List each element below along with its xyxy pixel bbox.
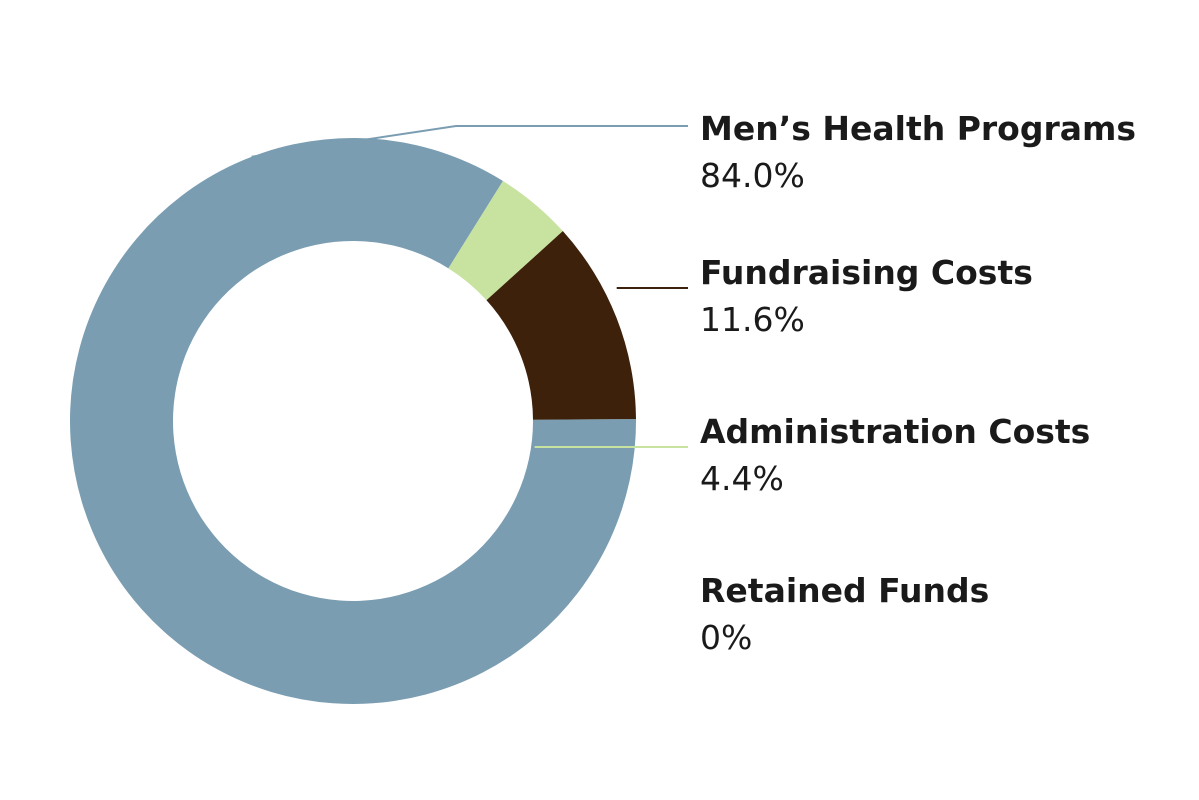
leader-line-mens-health-programs <box>251 125 688 158</box>
donut-slices <box>69 137 636 704</box>
slice-fundraising-costs <box>486 231 636 420</box>
slice-administration-costs <box>448 181 563 301</box>
legend-label-administration-costs: Administration Costs <box>700 412 1090 451</box>
legend: Men’s Health Programs 84.0% Fundraising Co… <box>700 109 1136 657</box>
leader-lines <box>251 125 688 448</box>
slice-mens-health-programs <box>69 137 636 704</box>
legend-value-retained-funds: 0% <box>700 618 752 657</box>
legend-label-retained-funds: Retained Funds <box>700 571 989 610</box>
legend-value-fundraising-costs: 11.6% <box>700 300 805 339</box>
legend-label-mens-health-programs: Men’s Health Programs <box>700 109 1136 148</box>
legend-label-fundraising-costs: Fundraising Costs <box>700 253 1033 292</box>
legend-value-administration-costs: 4.4% <box>700 459 784 498</box>
legend-value-mens-health-programs: 84.0% <box>700 156 805 195</box>
